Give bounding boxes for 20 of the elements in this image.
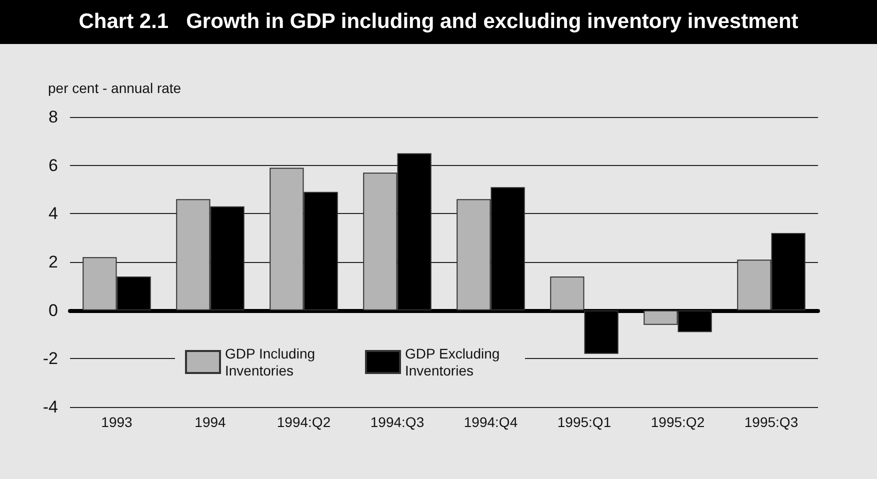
bar <box>550 276 584 310</box>
legend-label: GDP Excluding Inventories <box>405 346 504 378</box>
y-tick-label: 6 <box>48 156 58 175</box>
x-tick-label: 1995:Q2 <box>650 414 705 430</box>
legend-label: GDP Including Inventories <box>225 346 319 378</box>
y-tick-label: 2 <box>48 252 58 272</box>
y-axis-title: per cent - annual rate <box>48 80 182 96</box>
x-tick-label: 1995:Q3 <box>744 414 798 430</box>
x-tick-label: 1993 <box>101 414 133 430</box>
x-tick-label: 1994:Q2 <box>276 414 331 430</box>
x-tick-label: 1994:Q3 <box>370 414 424 430</box>
x-tick-label: 1995:Q1 <box>557 414 612 430</box>
y-tick-label: -2 <box>42 349 58 368</box>
x-tick-label: 1994 <box>194 414 226 430</box>
y-tick-label: 8 <box>48 108 58 126</box>
y-tick-label: 0 <box>48 300 58 320</box>
x-tick-label: 1994:Q4 <box>464 414 518 430</box>
chart-title: Chart 2.1 Growth in GDP including and excluding inventory investment <box>0 0 877 44</box>
y-tick-label: 4 <box>48 204 58 224</box>
y-tick-label: -4 <box>42 398 58 416</box>
